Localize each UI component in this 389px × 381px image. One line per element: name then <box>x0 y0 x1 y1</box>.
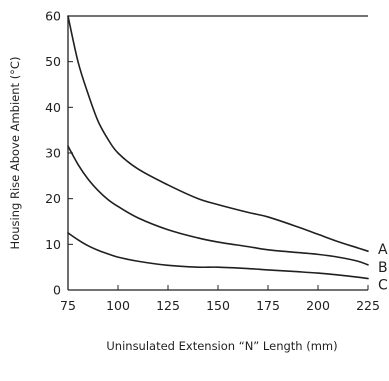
y-tick-label: 60 <box>45 9 61 24</box>
axes <box>67 15 368 291</box>
x-axis-title: Uninsulated Extension “N” Length (mm) <box>106 339 337 353</box>
x-tick-label: 175 <box>256 298 280 313</box>
series-line-b <box>67 145 369 266</box>
x-tick-label: 200 <box>306 298 330 313</box>
x-tick-label: 125 <box>156 298 180 313</box>
x-tick-label: 225 <box>356 298 380 313</box>
x-tick-label: 100 <box>106 298 130 313</box>
y-ticks: 0 10 20 30 40 50 60 <box>45 9 73 298</box>
series-group: ABC <box>67 15 388 294</box>
series-label-a: A <box>378 242 388 258</box>
series-line-a <box>67 15 369 252</box>
x-tick-label: 75 <box>60 298 76 313</box>
y-axis-title: Housing Rise Above Ambient (°C) <box>8 57 22 250</box>
y-tick-label: 0 <box>53 283 61 298</box>
series-label-b: B <box>378 260 388 276</box>
series-line-c <box>67 232 369 280</box>
y-tick-label: 10 <box>45 237 61 252</box>
series-label-c: C <box>378 278 388 294</box>
y-tick-label: 20 <box>45 191 61 206</box>
y-tick-label: 30 <box>45 146 61 161</box>
y-tick-label: 40 <box>45 100 61 115</box>
x-ticks: 75 100 125 150 175 200 225 <box>60 285 380 313</box>
x-tick-label: 150 <box>206 298 230 313</box>
y-tick-label: 50 <box>45 54 61 69</box>
